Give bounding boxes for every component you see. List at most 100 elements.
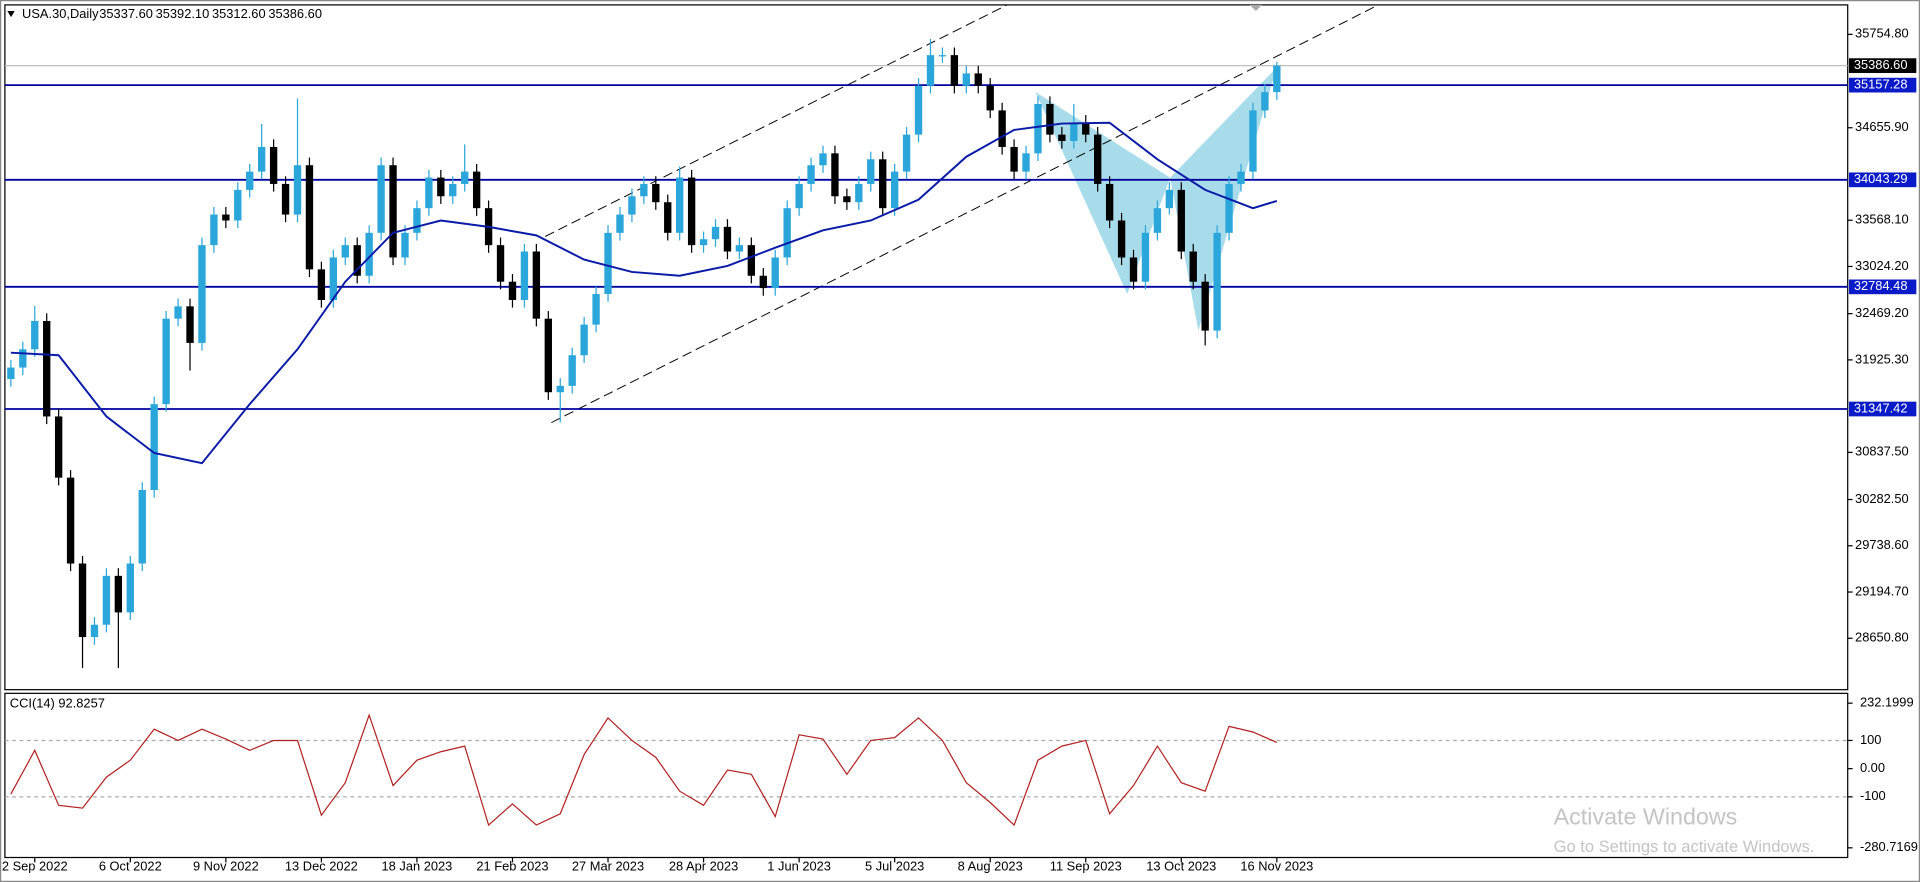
candle-body (258, 146, 266, 172)
candle-body (1165, 189, 1174, 209)
candle-body (926, 55, 935, 86)
watermark-title: Activate Windows (1554, 803, 1738, 829)
cci-line (10, 713, 1278, 827)
level-label: 31347.42 (1854, 400, 1908, 415)
candle-body (962, 73, 970, 86)
x-tick-label: 28 Apr 2023 (669, 859, 738, 874)
candle-body (628, 196, 636, 215)
x-tick-label: 1 Jun 2023 (767, 859, 831, 874)
x-tick-label: 18 Jan 2023 (382, 859, 453, 874)
candle-body (162, 318, 170, 405)
candle-body (580, 324, 588, 356)
y-tick-label: 35754.80 (1855, 26, 1909, 41)
candle-body (1225, 183, 1233, 233)
candle-body (126, 563, 134, 613)
y-tick-label: 30282.50 (1855, 491, 1909, 506)
candle-body (1177, 189, 1185, 252)
candle-body (472, 171, 481, 209)
candle-body (377, 165, 385, 233)
candle-body (1105, 183, 1114, 221)
y-tick-label: 100 (1860, 732, 1881, 747)
candle-body (174, 306, 182, 319)
candle-body (234, 189, 242, 221)
candle-body (890, 171, 899, 209)
x-tick-label: 2 Sep 2022 (2, 859, 68, 874)
candle-body (413, 208, 421, 233)
cci-plot-frame (4, 692, 1849, 859)
candle-body (1213, 232, 1221, 331)
candle-body (986, 85, 994, 111)
candle-body (496, 245, 505, 282)
candle-body (114, 575, 123, 613)
x-tick-label: 6 Oct 2022 (99, 859, 162, 874)
candle-body (938, 55, 947, 57)
y-tick-label: -280.7169 (1860, 839, 1918, 854)
y-tick-label: 31925.30 (1855, 351, 1909, 366)
candle-body (914, 85, 923, 135)
candle-body (293, 165, 302, 215)
candle-body (1046, 104, 1054, 135)
candle-body (879, 159, 887, 209)
candle-body (819, 153, 827, 166)
candle-body (389, 165, 397, 258)
level-label-box (1848, 401, 1917, 417)
x-tick-label: 21 Feb 2023 (476, 859, 548, 874)
watermark-text: Go to Settings to activate Windows. (1554, 837, 1815, 856)
candle-body (974, 73, 982, 86)
candle-body (66, 477, 75, 564)
candle-body (461, 171, 469, 184)
candle-body (425, 177, 433, 209)
candle-body (341, 245, 349, 258)
candle-body (652, 183, 660, 203)
candle-body (771, 257, 779, 289)
x-tick-label: 13 Dec 2022 (285, 859, 358, 874)
harmonic-triangle (1035, 91, 1171, 294)
quote-open: 35337.60 (99, 6, 153, 21)
candle-body (198, 245, 206, 343)
x-tick-label: 5 Jul 2023 (865, 859, 924, 874)
candle-body (401, 232, 409, 258)
candle-body (950, 55, 959, 86)
candle-body (723, 226, 732, 252)
y-tick-label: 33024.20 (1855, 258, 1909, 273)
x-tick-label: 11 Sep 2023 (1050, 859, 1122, 874)
candle-body (998, 110, 1006, 147)
candle-body (783, 208, 791, 258)
candle-body (7, 367, 15, 380)
candle-body (568, 355, 576, 386)
candle-body (1117, 220, 1126, 258)
shift-marker[interactable] (1249, 4, 1263, 12)
candle-body (616, 214, 624, 233)
candle-body (795, 183, 803, 209)
candle-body (843, 196, 851, 203)
candle-body (831, 153, 839, 197)
candle-body (437, 177, 445, 197)
candle-body (150, 404, 158, 490)
candle-body (604, 232, 612, 295)
candle-body (1070, 122, 1078, 142)
y-tick-label: 232.1999 (1860, 695, 1914, 710)
x-tick-label: 9 Nov 2022 (193, 859, 259, 874)
quote-high: 35392.10 (156, 6, 210, 21)
candle-body (19, 349, 27, 368)
candle-body (1153, 208, 1162, 233)
candle-body (1201, 281, 1209, 331)
candle-body (1273, 65, 1281, 93)
candle-body (640, 183, 648, 197)
y-tick-label: 32469.20 (1855, 305, 1909, 320)
candle-body (747, 245, 756, 276)
level-label: 35157.28 (1854, 77, 1908, 92)
candle-body (902, 134, 911, 172)
level-label-box (1848, 279, 1917, 295)
candle-body (508, 281, 517, 300)
y-tick-label: 33568.10 (1855, 212, 1909, 227)
candle-body (210, 214, 218, 246)
x-tick-label: 27 Mar 2023 (572, 859, 644, 874)
candle-body (102, 575, 111, 625)
menu-triangle[interactable] (7, 11, 15, 18)
candle-body (735, 245, 744, 252)
y-tick-label: -100 (1860, 788, 1886, 803)
candle-body (1058, 134, 1066, 142)
candle-body (317, 269, 326, 300)
